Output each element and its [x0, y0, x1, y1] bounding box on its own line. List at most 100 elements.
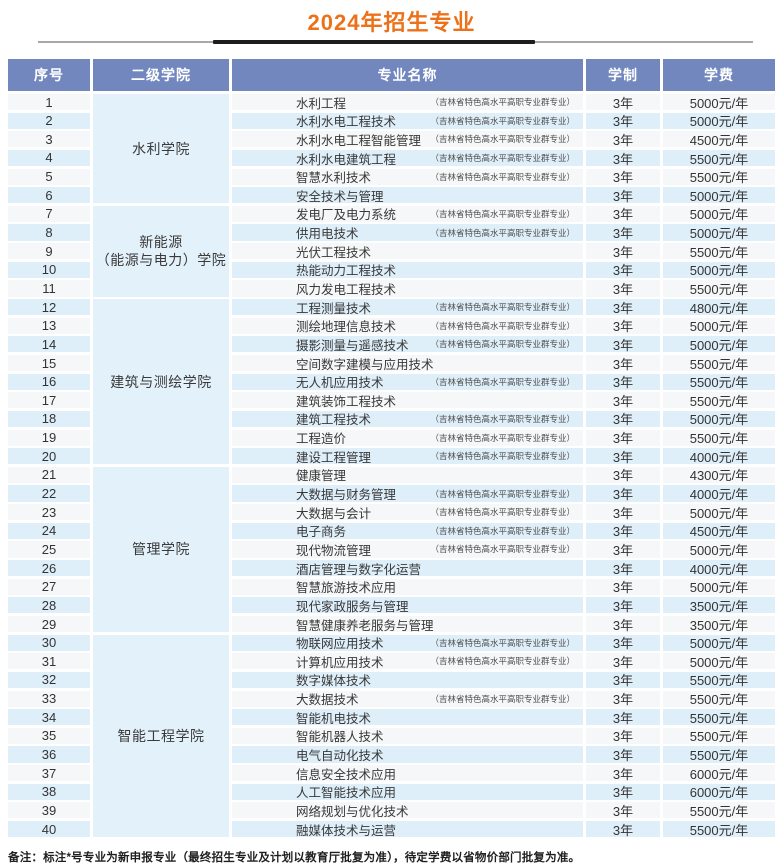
major-name: 智慧旅游技术应用	[296, 581, 397, 595]
row-number-cell: 26	[8, 560, 90, 577]
duration-cell: 3年	[586, 820, 660, 838]
fee-cell: 5500元/年	[663, 671, 775, 688]
major-name-cell: 融媒体技术与运营	[232, 820, 583, 838]
major-name: 建设工程管理	[296, 450, 372, 465]
major-name-cell: 水利工程 （吉林省特色高水平高职专业群专业）	[232, 94, 583, 111]
row-number-cell: 31	[8, 653, 90, 670]
major-name-cell: 智能机电技术	[232, 709, 583, 726]
fee-cell: 4800元/年	[663, 299, 775, 316]
duration-cell: 3年	[586, 466, 660, 483]
duration-cell: 3年	[586, 317, 660, 334]
row-number-cell: 13	[8, 317, 90, 334]
major-name-cell: 数字媒体技术	[232, 671, 583, 688]
fee-cell: 5500元/年	[663, 373, 775, 390]
major-name-cell: 风力发电工程技术	[232, 280, 583, 297]
duration-cell: 3年	[586, 653, 660, 670]
province-feature-tag: （吉林省特色高水平高职专业群专业）	[430, 208, 575, 219]
row-number-cell: 28	[8, 597, 90, 614]
major-name: 无人机应用技术	[296, 376, 384, 390]
row-number-cell: 2	[8, 112, 90, 129]
major-name: 计算机应用技术	[296, 655, 384, 670]
province-feature-tag: （吉林省特色高水平高职专业群专业）	[430, 451, 575, 462]
fee-cell: 5000元/年	[663, 578, 775, 595]
row-number-cell: 40	[8, 820, 90, 838]
major-name-cell: 供用电技术 （吉林省特色高水平高职专业群专业）	[232, 224, 583, 241]
fee-cell: 5000元/年	[663, 317, 775, 334]
major-name-cell: 电子商务 （吉林省特色高水平高职专业群专业）	[232, 522, 583, 539]
fee-cell: 4000元/年	[663, 485, 775, 502]
college-cell-2: 新能源 （能源与电力）学院	[93, 205, 229, 297]
major-name: 水利水电工程智能管理	[296, 133, 422, 148]
fee-cell: 4500元/年	[663, 522, 775, 539]
row-number-cell: 15	[8, 354, 90, 372]
college-cell-3: 建筑与测绘学院	[93, 299, 229, 465]
row-number-cell: 38	[8, 783, 90, 800]
table-header: 序号 二级学院 专业名称 学制 学费	[8, 59, 775, 91]
fee-cell: 3500元/年	[663, 615, 775, 633]
fee-cell: 5500元/年	[663, 354, 775, 372]
duration-cell: 3年	[586, 802, 660, 819]
row-number-cell: 34	[8, 709, 90, 726]
duration-cell: 3年	[586, 560, 660, 577]
duration-cell: 3年	[586, 690, 660, 707]
major-name: 融媒体技术与运营	[296, 823, 397, 838]
duration-cell: 3年	[586, 448, 660, 465]
major-name: 人工智能技术应用	[296, 786, 397, 800]
major-name: 水利水电工程技术	[296, 115, 397, 129]
row-number-cell: 12	[8, 299, 90, 316]
major-name-cell: 发电厂及电力系统 （吉林省特色高水平高职专业群专业）	[232, 205, 583, 222]
province-feature-tag: （吉林省特色高水平高职专业群专业）	[430, 376, 575, 387]
fee-cell: 4500元/年	[663, 131, 775, 148]
row-number-cell: 9	[8, 243, 90, 260]
province-feature-tag: （吉林省特色高水平高职专业群专业）	[430, 302, 575, 313]
major-name: 智能机器人技术	[296, 730, 384, 744]
college-cell-4: 管理学院	[93, 466, 229, 633]
province-feature-tag: （吉林省特色高水平高职专业群专业）	[430, 320, 575, 331]
fee-cell: 5000元/年	[663, 653, 775, 670]
major-name-cell: 现代家政服务与管理	[232, 597, 583, 614]
major-name: 酒店管理与数字化运营	[296, 562, 422, 577]
major-name-cell: 健康管理	[232, 466, 583, 483]
fee-cell: 5000元/年	[663, 410, 775, 428]
major-name: 空间数字建模与应用技术	[296, 357, 434, 372]
major-name: 摄影测量与遥感技术	[296, 338, 409, 353]
row-number-cell: 5	[8, 168, 90, 185]
province-feature-tag: （吉林省特色高水平高职专业群专业）	[430, 488, 575, 499]
column-header-college: 二级学院	[93, 59, 229, 91]
major-name-cell: 安全技术与管理	[232, 187, 583, 204]
duration-cell: 3年	[586, 243, 660, 260]
major-name: 大数据技术	[296, 693, 359, 707]
duration-cell: 3年	[586, 746, 660, 763]
duration-cell: 3年	[586, 671, 660, 688]
province-feature-tag: （吉林省特色高水平高职专业群专业）	[430, 693, 575, 704]
province-feature-tag: （吉林省特色高水平高职专业群专业）	[430, 544, 575, 555]
province-feature-tag: （吉林省特色高水平高职专业群专业）	[430, 115, 575, 126]
row-number-cell: 11	[8, 280, 90, 297]
major-name-cell: 建设工程管理 （吉林省特色高水平高职专业群专业）	[232, 448, 583, 465]
row-number-cell: 36	[8, 746, 90, 763]
row-number-cell: 23	[8, 504, 90, 521]
row-number-cell: 32	[8, 671, 90, 688]
table-body: 水利学院 新能源 （能源与电力）学院 建筑与测绘学院 管理学院 智能工程学院 1 水利工程 （吉…	[8, 94, 775, 838]
major-name: 水利工程	[296, 96, 347, 111]
duration-cell: 3年	[586, 205, 660, 222]
province-feature-tag: （吉林省特色高水平高职专业群专业）	[430, 432, 575, 443]
fee-cell: 5000元/年	[663, 224, 775, 241]
row-number-cell: 1	[8, 94, 90, 111]
duration-cell: 3年	[586, 485, 660, 502]
fee-cell: 5000元/年	[663, 336, 775, 353]
column-header-no: 序号	[8, 59, 90, 91]
row-number-cell: 18	[8, 410, 90, 428]
college-name-line: 管理学院	[132, 541, 190, 558]
fee-cell: 5000元/年	[663, 187, 775, 204]
duration-cell: 3年	[586, 94, 660, 111]
province-feature-tag: （吉林省特色高水平高职专业群专业）	[430, 656, 575, 667]
row-number-cell: 25	[8, 541, 90, 558]
major-name: 信息安全技术应用	[296, 767, 397, 782]
title-divider	[8, 40, 775, 45]
row-number-cell: 14	[8, 336, 90, 353]
major-name-cell: 信息安全技术应用	[232, 765, 583, 782]
college-name-line: 建筑与测绘学院	[110, 373, 212, 390]
row-number-cell: 37	[8, 765, 90, 782]
duration-cell: 3年	[586, 392, 660, 409]
